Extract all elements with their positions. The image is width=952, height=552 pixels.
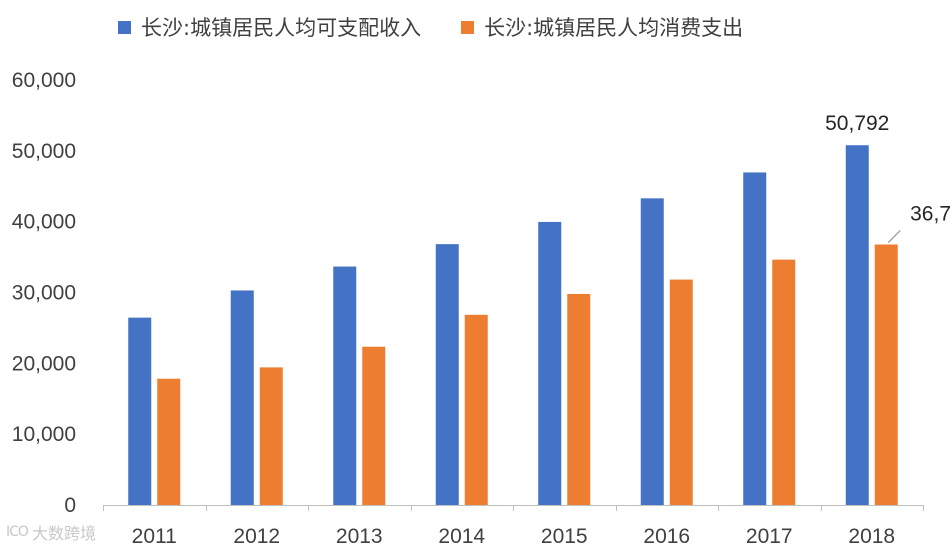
bar-expense-2018 — [874, 244, 898, 505]
y-tick-label: 0 — [64, 494, 76, 517]
watermark-text: 大数跨境 — [31, 524, 96, 543]
bar-income-2018 — [845, 145, 869, 505]
y-tick-label: 40,000 — [12, 211, 76, 234]
bar-income-2012 — [230, 290, 254, 505]
bar-expense-2017 — [772, 259, 796, 505]
legend-item-income: 长沙:城镇居民人均可支配收入 — [118, 12, 421, 42]
bar-income-2017 — [743, 172, 767, 505]
watermark-logo: ICO — [6, 524, 29, 540]
x-tick-label: 2011 — [132, 525, 177, 548]
x-tick-label: 2014 — [438, 525, 485, 548]
bar-expense-2011 — [157, 378, 181, 505]
legend-swatch-income — [118, 20, 131, 34]
bar-income-2014 — [435, 244, 459, 505]
bar-expense-2015 — [567, 293, 591, 505]
x-tick-label: 2015 — [541, 525, 588, 548]
legend: 长沙:城镇居民人均可支配收入 长沙:城镇居民人均消费支出 — [118, 12, 743, 42]
data-label-expense: 36,775 — [910, 203, 952, 226]
bar-expense-2012 — [259, 367, 283, 505]
y-tick-label: 20,000 — [12, 352, 76, 375]
y-tick-label: 60,000 — [12, 69, 76, 92]
data-label-leader-line — [887, 229, 901, 244]
bar-expense-2016 — [669, 279, 693, 505]
legend-label-expense: 长沙:城镇居民人均消费支出 — [484, 16, 744, 40]
legend-swatch-expense — [461, 20, 475, 34]
y-tick-label: 30,000 — [12, 282, 76, 305]
x-tick-label: 2017 — [746, 525, 793, 548]
watermark: ICO 大数跨境 — [6, 520, 96, 544]
legend-item-expense: 长沙:城镇居民人均消费支出 — [461, 12, 743, 42]
y-tick-label: 10,000 — [12, 423, 76, 446]
x-tick-label: 2016 — [643, 525, 690, 548]
y-tick-label: 50,000 — [12, 140, 76, 163]
bar-expense-2013 — [362, 346, 386, 505]
x-tick-label: 2013 — [336, 525, 383, 548]
x-tick-label: 2018 — [848, 525, 895, 548]
bar-income-2016 — [640, 198, 664, 505]
bar-income-2011 — [128, 317, 152, 505]
legend-label-income: 长沙:城镇居民人均可支配收入 — [141, 16, 422, 40]
x-tick-label: 2012 — [233, 525, 280, 548]
bar-income-2015 — [538, 221, 562, 505]
bar-expense-2014 — [464, 314, 488, 505]
bar-income-2013 — [333, 266, 357, 505]
data-label-income: 50,792 — [825, 112, 889, 135]
